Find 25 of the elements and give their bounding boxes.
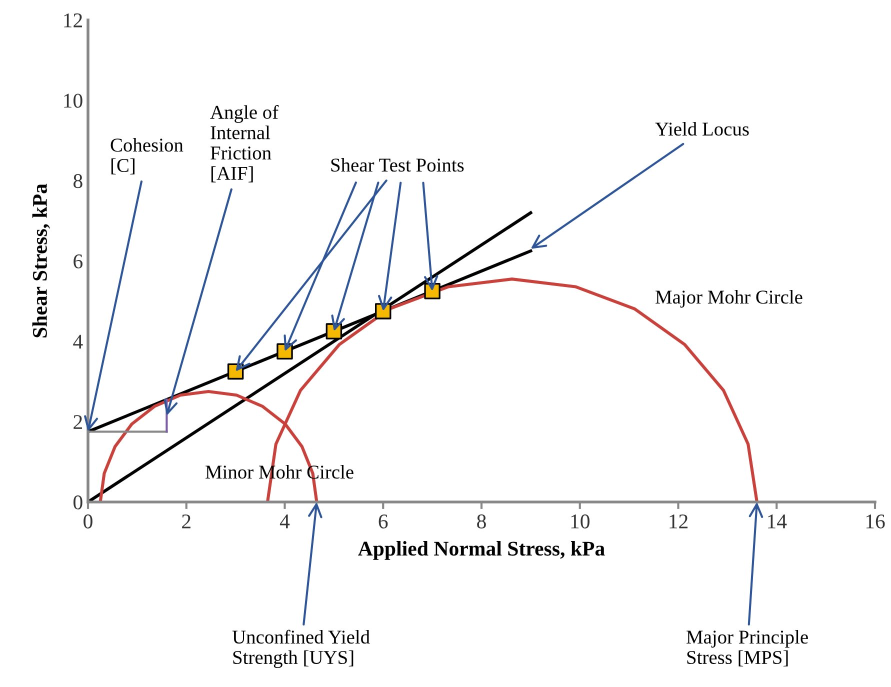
x-tick-label: 10 <box>571 514 590 528</box>
y-tick-label: 10 <box>64 94 82 108</box>
y-tick-label: 6 <box>74 254 83 268</box>
annotation: Unconfined Yield Strength [UYS] <box>232 630 370 668</box>
annotation: Angle of Internal Friction [AIF] <box>210 105 279 182</box>
y-tick-label: 2 <box>74 415 82 429</box>
x-axis-title: Applied Normal Stress, kPa <box>358 541 605 560</box>
annotation: Major Principle Stress [MPS] <box>686 630 808 666</box>
x-tick-label: 16 <box>866 514 885 528</box>
annotation: Yield Locus <box>655 122 749 136</box>
x-tick-label: 2 <box>182 514 190 528</box>
y-tick-label: 0 <box>74 495 82 510</box>
x-tick-label: 4 <box>280 514 290 528</box>
y-tick-label: 8 <box>74 174 82 188</box>
x-tick-label: 8 <box>477 514 486 528</box>
annotation: Cohesion [C] <box>110 138 184 174</box>
x-tick-label: 14 <box>768 514 787 528</box>
y-tick-label: 4 <box>73 334 83 349</box>
y-axis-title: Shear Stress, kPa <box>32 184 50 338</box>
x-tick-label: 6 <box>378 514 388 528</box>
annotation: Shear Test Points <box>331 158 464 172</box>
annotation: Major Mohr Circle <box>656 290 802 308</box>
y-tick-label: 12 <box>64 13 82 28</box>
x-tick-label: 12 <box>670 514 688 528</box>
x-tick-label: 0 <box>84 514 92 528</box>
